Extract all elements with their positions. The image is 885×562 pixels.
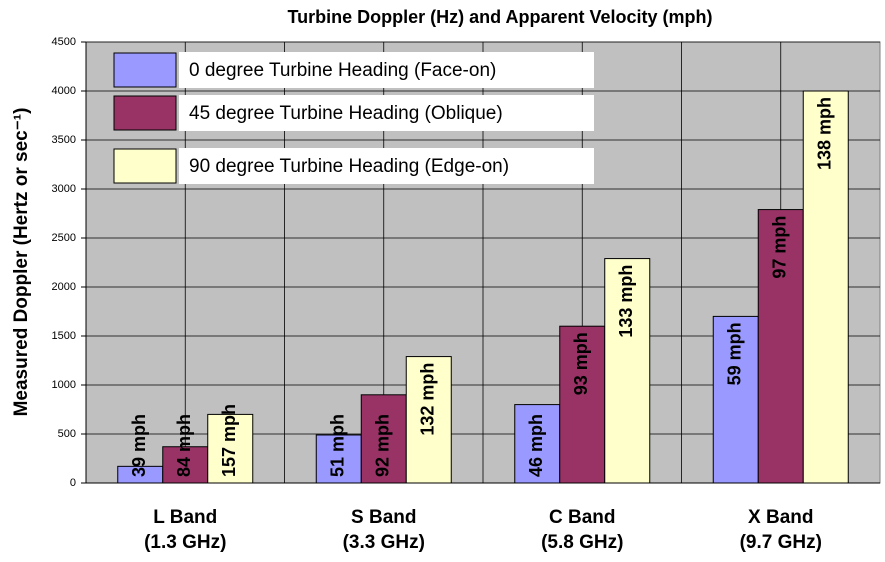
legend-label: 45 degree Turbine Heading (Oblique) — [189, 103, 503, 124]
x-tick-label: L Band (1.3 GHz) — [144, 507, 227, 553]
bar — [315, 434, 362, 484]
bar — [360, 394, 407, 484]
bar — [802, 90, 849, 484]
y-tick-label: 0 — [70, 477, 76, 489]
velocity-label: 59 mph — [725, 322, 745, 385]
y-axis-label: Measured Doppler (Hertz or sec⁻¹) — [11, 108, 32, 417]
bar — [405, 356, 452, 484]
y-tick-label: 1500 — [52, 330, 76, 342]
velocity-label: 39 mph — [129, 414, 149, 477]
velocity-label: 157 mph — [219, 404, 239, 477]
y-tick-label: 2000 — [52, 281, 76, 293]
velocity-label: 132 mph — [418, 363, 438, 436]
bar — [559, 325, 606, 484]
velocity-label: 138 mph — [815, 97, 835, 170]
legend-label-box — [179, 148, 594, 184]
y-tick-label: 500 — [58, 428, 76, 440]
y-tick-label: 3000 — [52, 183, 76, 195]
x-tick-label: S Band (3.3 GHz) — [342, 507, 425, 553]
bar — [757, 209, 804, 484]
bar — [604, 258, 651, 484]
legend-swatch — [113, 52, 177, 88]
bar — [207, 413, 254, 484]
bar — [514, 404, 561, 484]
velocity-label: 92 mph — [373, 414, 393, 477]
velocity-label: 133 mph — [616, 265, 636, 338]
bar — [162, 446, 209, 484]
velocity-label: 93 mph — [571, 332, 591, 395]
y-tick-label: 1000 — [52, 379, 76, 391]
x-tick-label: X Band (9.7 GHz) — [739, 507, 822, 553]
y-tick-label: 4500 — [52, 36, 76, 48]
y-tick-label: 3500 — [52, 134, 76, 146]
legend-label-box — [179, 95, 594, 131]
velocity-label: 51 mph — [328, 414, 348, 477]
velocity-label: 97 mph — [770, 216, 790, 279]
x-tick-label: C Band (5.8 GHz) — [541, 507, 624, 553]
y-tick-label: 2500 — [52, 232, 76, 244]
legend-swatch — [113, 95, 177, 131]
velocity-label: 46 mph — [526, 414, 546, 477]
legend-label-box — [179, 52, 594, 88]
chart-title: Turbine Doppler (Hz) and Apparent Veloci… — [287, 7, 712, 27]
legend-label: 0 degree Turbine Heading (Face-on) — [189, 60, 496, 81]
y-tick-label: 4000 — [52, 85, 76, 97]
legend-label: 90 degree Turbine Heading (Edge-on) — [189, 156, 509, 177]
legend-swatch — [113, 148, 177, 184]
velocity-label: 84 mph — [174, 414, 194, 477]
